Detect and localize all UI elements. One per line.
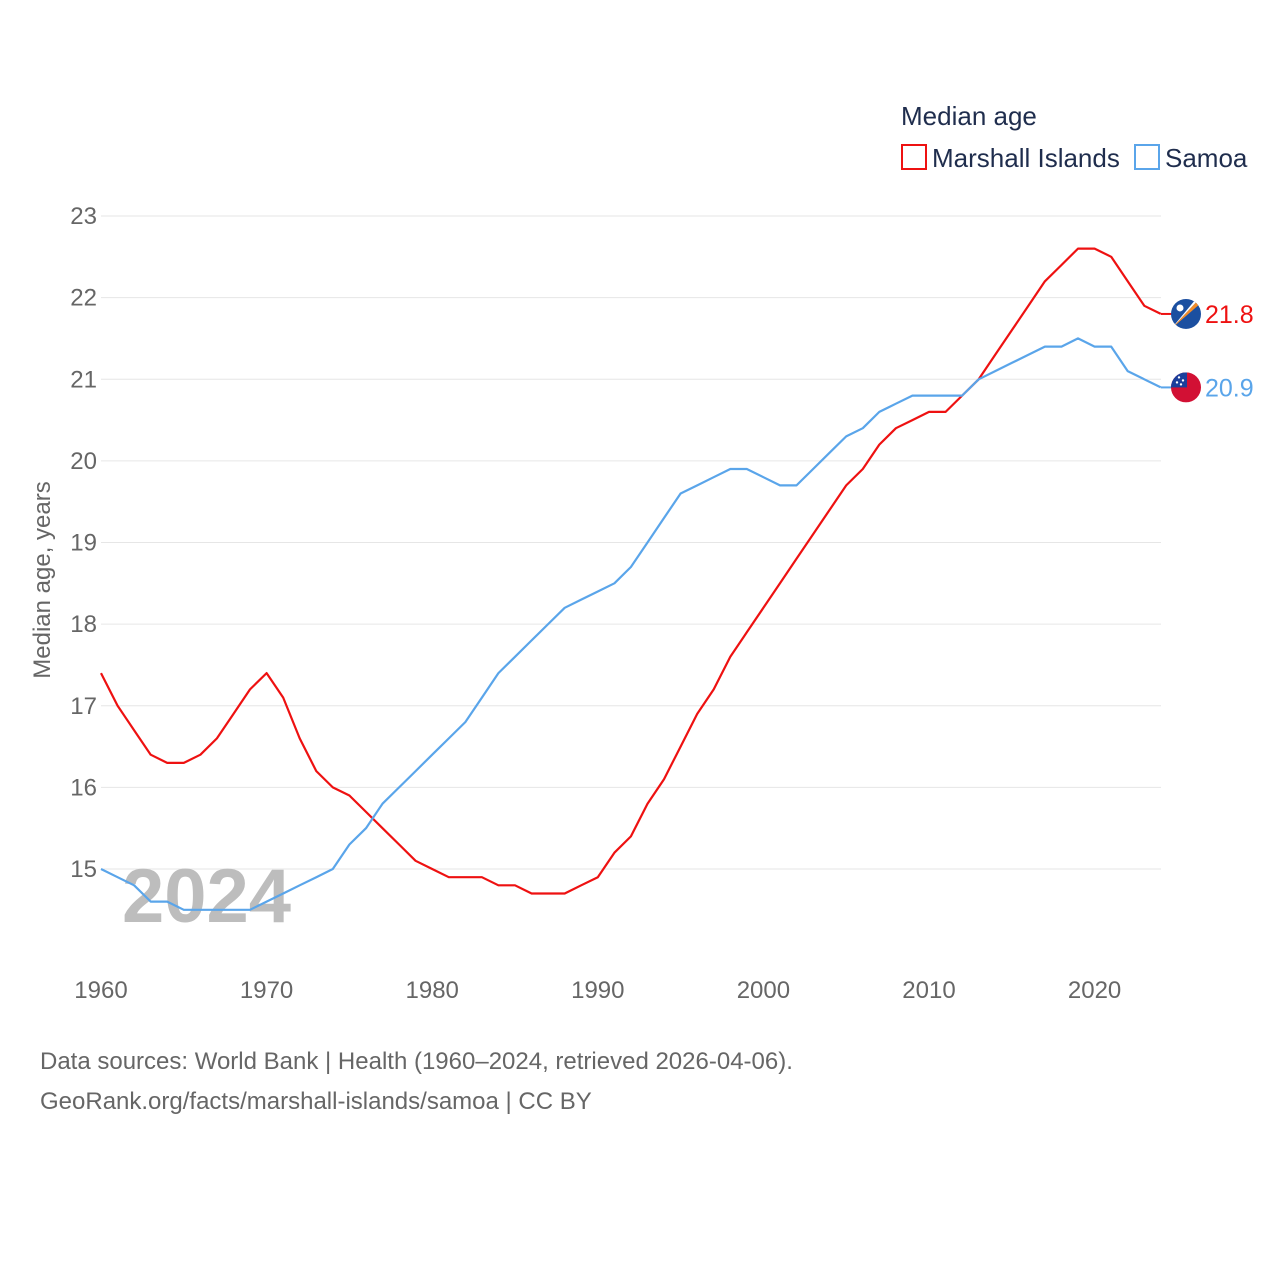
series-line-samoa — [100, 337, 1162, 911]
x-tick-label: 2000 — [737, 977, 790, 1004]
x-axis-ticks: 1960 1970 1980 1990 2000 2010 2020 — [74, 977, 1121, 1004]
legend-label: Samoa — [1165, 143, 1248, 173]
flag-stripe-white — [1171, 298, 1201, 329]
marshall-islands-flag-icon — [1171, 298, 1201, 329]
footer-sources: Data sources: World Bank | Health (1960–… — [40, 1048, 793, 1075]
footer-link[interactable]: GeoRank.org/facts/marshall-islands/samoa… — [40, 1088, 592, 1115]
x-tick-label: 2020 — [1068, 977, 1121, 1004]
y-tick-label: 21 — [70, 366, 97, 393]
samoa-flag-icon — [1171, 372, 1201, 403]
gridlines — [101, 215, 1161, 870]
y-axis-ticks: 15 16 17 18 19 20 21 22 23 — [70, 203, 97, 883]
flag-graphic — [1171, 298, 1201, 329]
y-tick-label: 17 — [70, 693, 97, 720]
y-tick-label: 20 — [70, 448, 97, 475]
flag-star — [1176, 304, 1184, 312]
flag-star — [1175, 381, 1179, 384]
x-tick-label: 2010 — [902, 977, 955, 1004]
x-tick-label: 1960 — [74, 977, 127, 1004]
flag-canton — [1171, 372, 1187, 388]
end-value-label: 21.8 — [1205, 301, 1254, 329]
legend-item-samoa[interactable]: Samoa — [1134, 143, 1248, 173]
legend-title: Median age — [901, 101, 1037, 131]
x-tick-label: 1970 — [240, 977, 293, 1004]
y-tick-label: 19 — [70, 530, 97, 557]
flag-graphic — [1171, 372, 1201, 403]
y-tick-label: 22 — [70, 285, 97, 312]
y-tick-label: 16 — [70, 774, 97, 801]
legend-item-marshall-islands[interactable]: Marshall Islands — [901, 143, 1120, 173]
y-tick-label: 23 — [70, 203, 97, 230]
legend-label: Marshall Islands — [932, 143, 1120, 173]
legend-swatch — [1134, 144, 1160, 170]
y-axis-label: Median age, years — [29, 481, 56, 678]
flag-star — [1179, 383, 1183, 386]
x-tick-label: 1990 — [571, 977, 624, 1004]
year-watermark: 2024 — [122, 854, 291, 939]
end-labels: 21.8 20.9 — [1161, 298, 1254, 403]
x-tick-label: 1980 — [406, 977, 459, 1004]
legend-swatch — [901, 144, 927, 170]
end-value-label: 20.9 — [1205, 374, 1254, 402]
series-line-marshall-islands — [100, 247, 1162, 895]
flag-star — [1177, 376, 1181, 379]
y-tick-label: 15 — [70, 856, 97, 883]
y-tick-label: 18 — [70, 611, 97, 638]
series-lines — [100, 247, 1162, 911]
flag-star — [1181, 379, 1185, 382]
